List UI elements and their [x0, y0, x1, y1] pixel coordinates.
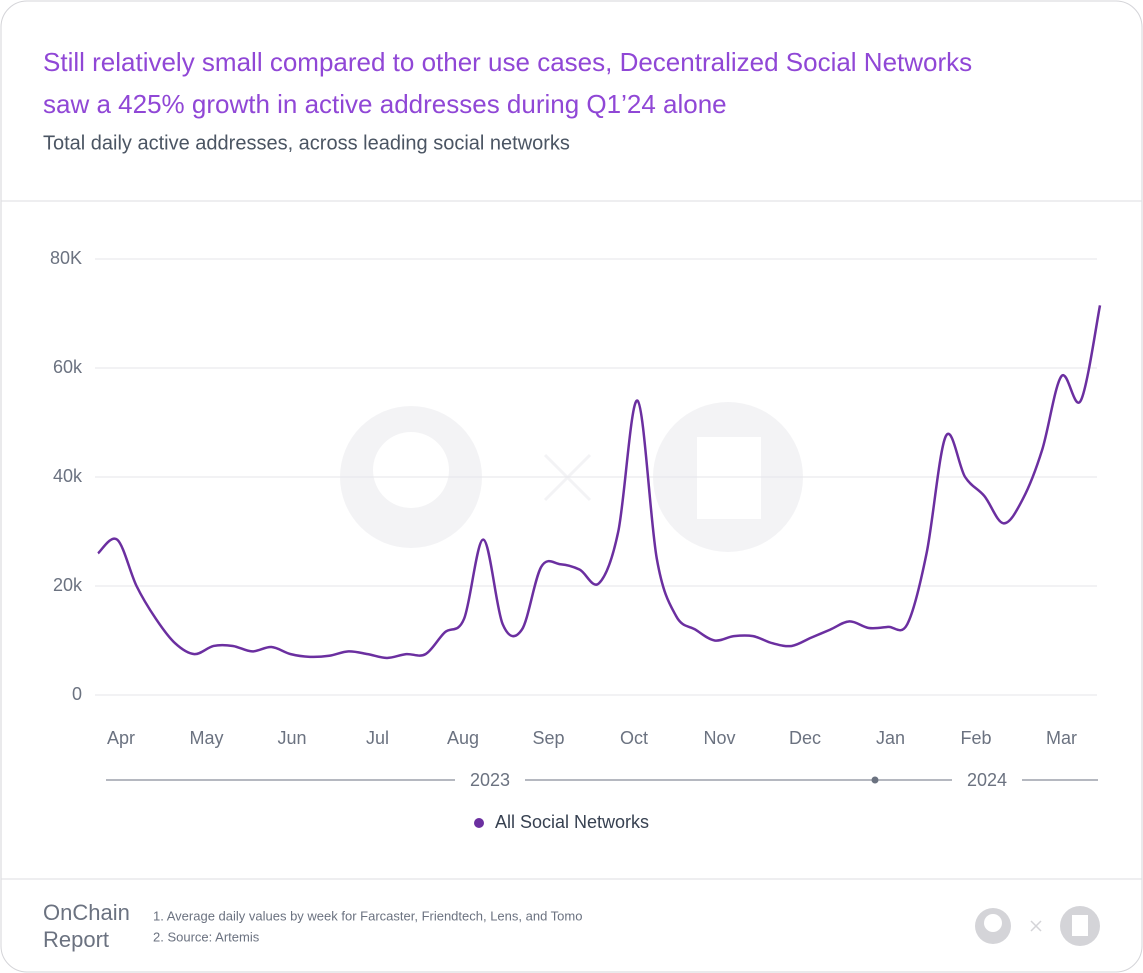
- watermark-logo: [697, 437, 761, 519]
- x-tick-label: Apr: [107, 728, 135, 748]
- subtitle: Total daily active addresses, across lea…: [43, 132, 570, 154]
- y-tick-label: 20k: [53, 575, 83, 595]
- brand: Report: [43, 927, 109, 952]
- x-tick-label: May: [189, 728, 223, 748]
- title-line: saw a 425% growth in active addresses du…: [43, 89, 727, 119]
- data-line: [97, 305, 1102, 660]
- footer-x: [1030, 920, 1042, 932]
- x-tick-label: Feb: [960, 728, 991, 748]
- x-tick-label: Jan: [876, 728, 905, 748]
- year-label: 2024: [967, 770, 1007, 790]
- year-label: 2023: [470, 770, 510, 790]
- legend-label: All Social Networks: [495, 812, 649, 832]
- footer-logo: [984, 914, 1002, 932]
- x-tick-label: Nov: [703, 728, 735, 748]
- brand: OnChain: [43, 900, 130, 925]
- y-tick-label: 0: [72, 684, 82, 704]
- x-tick-label: Oct: [620, 728, 648, 748]
- title-line: Still relatively small compared to other…: [43, 47, 972, 77]
- x-tick-label: Sep: [532, 728, 564, 748]
- legend-swatch: [474, 818, 484, 828]
- x-tick-label: Mar: [1046, 728, 1077, 748]
- footnote: 2. Source: Artemis: [153, 929, 260, 944]
- y-tick-label: 80K: [50, 248, 82, 268]
- x-tick-label: Jun: [277, 728, 306, 748]
- x-tick-label: Dec: [789, 728, 821, 748]
- x-tick-label: Jul: [366, 728, 389, 748]
- y-tick-label: 40k: [53, 466, 83, 486]
- y-tick-label: 60k: [53, 357, 83, 377]
- year-divider: [871, 776, 879, 784]
- footer-logo: [1072, 915, 1088, 936]
- watermark-logo: [373, 432, 449, 508]
- x-tick-label: Aug: [447, 728, 479, 748]
- footnote: 1. Average daily values by week for Farc…: [153, 908, 582, 923]
